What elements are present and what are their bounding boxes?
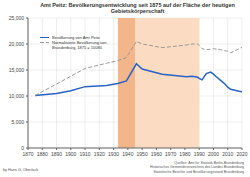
html-text:Historisches Gemeindeverzeichn: Historisches Gemeindeverzeichnis des Lan… <box>150 165 244 170</box>
svg-text:1910: 1910 <box>80 151 91 157</box>
svg-text:25,000: 25,000 <box>9 15 25 21</box>
svg-text:1890: 1890 <box>51 151 62 157</box>
html-text:by Hans G. Oberlack: by Hans G. Oberlack <box>3 168 39 172</box>
svg-text:1940: 1940 <box>122 151 133 157</box>
svg-text:2000: 2000 <box>208 151 219 157</box>
svg-text:1980: 1980 <box>179 151 190 157</box>
svg-text:10,000: 10,000 <box>9 93 25 99</box>
svg-text:1880: 1880 <box>37 151 48 157</box>
svg-text:15,000: 15,000 <box>9 67 25 73</box>
svg-text:1870: 1870 <box>22 151 33 157</box>
html-text:Statistische Berichte und Bevö: Statistische Berichte und Bevölkerungsst… <box>153 169 244 174</box>
html-text:Amt Peitz: Bevölkerungsentwick: Amt Peitz: Bevölkerungsentwicklung seit … <box>40 2 235 14</box>
svg-text:2010: 2010 <box>222 151 233 157</box>
svg-text:1970: 1970 <box>165 151 176 157</box>
html-text:Normalisierte Bevölkerung von: Normalisierte Bevölkerung von Brandenbur… <box>52 40 107 50</box>
svg-text:1950: 1950 <box>137 151 148 157</box>
html-text:Quellen: Amt für Statistik Ber: Quellen: Amt für Statistik Berlin-Brande… <box>174 161 244 165</box>
svg-text:1960: 1960 <box>151 151 162 157</box>
svg-text:20,000: 20,000 <box>9 41 25 47</box>
svg-text:1930: 1930 <box>108 151 119 157</box>
svg-text:1990: 1990 <box>194 151 205 157</box>
html-text:Bevölkerung von Amt Peitz: Bevölkerung von Amt Peitz <box>52 35 100 40</box>
svg-text:1900: 1900 <box>65 151 76 157</box>
svg-text:2020: 2020 <box>236 151 242 157</box>
svg-text:5,000: 5,000 <box>11 119 24 125</box>
svg-text:1920: 1920 <box>94 151 105 157</box>
svg-text:0: 0 <box>21 145 24 151</box>
